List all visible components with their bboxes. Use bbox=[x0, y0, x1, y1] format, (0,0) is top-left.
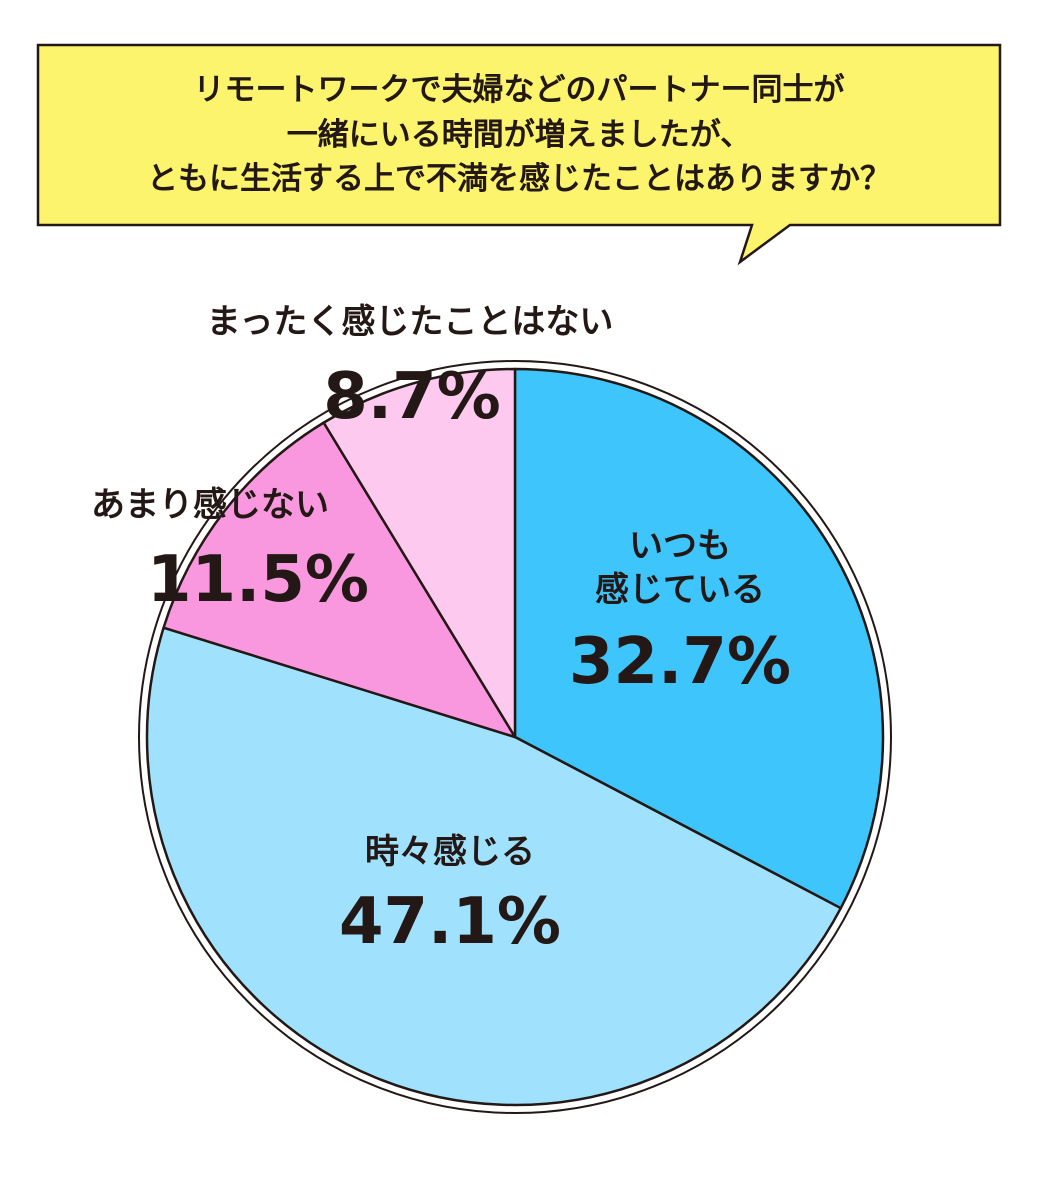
chart-title: リモートワークで夫婦などのパートナー同士が 一緒にいる時間が増えましたが、 とも… bbox=[147, 71, 891, 198]
speech-bubble bbox=[36, 43, 1002, 266]
value-label: 8.7% bbox=[323, 359, 501, 434]
slice-label: いつも 感じている bbox=[595, 525, 765, 610]
slice-label: あまり感じない bbox=[91, 484, 329, 525]
value-label: 32.7% bbox=[568, 624, 792, 699]
pie-slice bbox=[145, 626, 843, 1107]
pie-slice bbox=[162, 421, 517, 739]
pie bbox=[138, 360, 892, 1114]
slice-label: 時々感じる bbox=[365, 831, 535, 872]
value-label: 11.5% bbox=[146, 542, 370, 617]
slice-label: まったく感じたことはない bbox=[206, 301, 614, 342]
pie-slice bbox=[513, 367, 885, 910]
pie-slice bbox=[322, 367, 517, 739]
value-label: 47.1% bbox=[338, 884, 562, 959]
